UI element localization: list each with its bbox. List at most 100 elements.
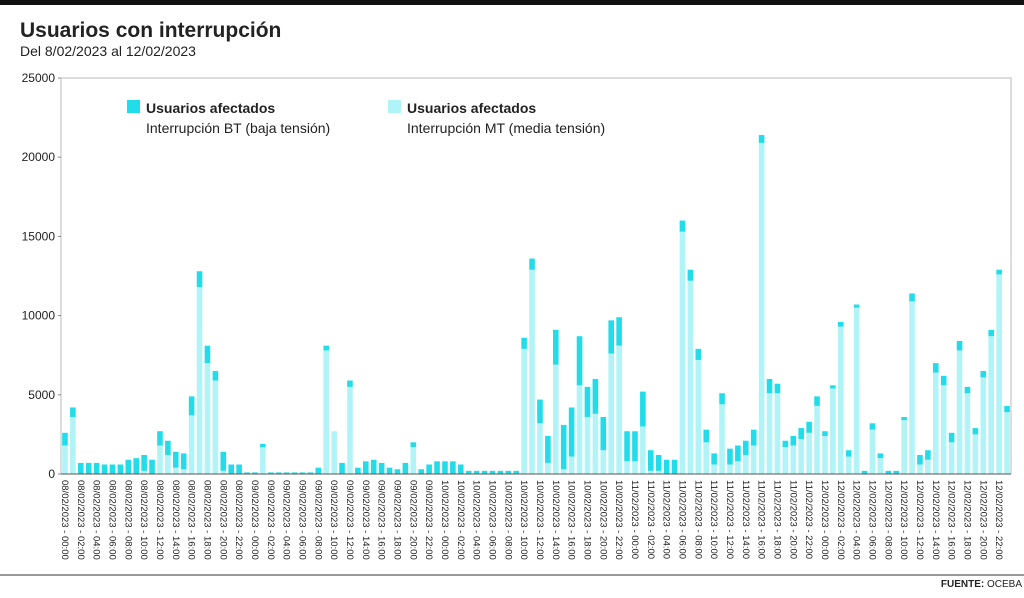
bar-segment: [267, 472, 274, 474]
bar-segment: [925, 459, 931, 474]
top-bar: [0, 0, 1024, 5]
bar-segment: [798, 439, 805, 474]
bar-segment: [236, 464, 242, 474]
x-tick-label: 08/02/2023 - 08:00: [122, 480, 133, 560]
x-tick-label: 09/02/2023 - 00:00: [249, 480, 260, 560]
x-tick-label: 09/02/2023 - 06:00: [296, 480, 307, 560]
x-tick-label: 08/02/2023 - 22:00: [233, 480, 244, 560]
plot-frame: [60, 77, 1012, 475]
bar-segment: [885, 470, 892, 474]
bar-segment: [275, 472, 282, 474]
y-tick-label: 10000: [22, 309, 56, 323]
bar-segment: [592, 378, 599, 414]
source-name: OCEBA: [987, 579, 1022, 590]
x-tick-label: 10/02/2023 - 06:00: [486, 480, 497, 560]
bar-segment: [814, 396, 820, 406]
bar-segment: [964, 386, 971, 394]
bar-segment: [909, 301, 915, 474]
bar-segment: [758, 135, 765, 143]
x-tick-label: 10/02/2023 - 02:00: [455, 480, 466, 560]
bar-segment: [465, 470, 472, 474]
bar-segment: [845, 456, 852, 474]
bar-segment: [410, 442, 417, 448]
x-tick-label: 10/02/2023 - 00:00: [439, 480, 450, 560]
bar-segment: [640, 426, 646, 474]
x-tick-label: 11/02/2023 - 08:00: [692, 480, 703, 559]
x-tick-label: 11/02/2023 - 22:00: [803, 480, 814, 559]
bar-segment: [608, 353, 615, 474]
bar-segment: [394, 469, 401, 474]
bar-segment: [323, 345, 330, 351]
bar-segment: [948, 442, 955, 474]
bar-segment: [545, 435, 551, 463]
bar-segment: [196, 271, 203, 288]
bar-segment: [149, 459, 155, 474]
x-tick-label: 11/02/2023 - 16:00: [756, 480, 767, 559]
bar-segment: [608, 320, 615, 354]
chart-subtitle: Del 8/02/2023 al 12/02/2023: [20, 43, 196, 59]
bar-segment: [735, 461, 741, 474]
bar-segment: [624, 461, 630, 474]
bar-segment: [133, 458, 140, 474]
bar-segment: [727, 464, 733, 474]
bar-segment: [125, 459, 132, 474]
x-tick-label: 11/02/2023 - 00:00: [629, 480, 640, 559]
bar-segment: [592, 413, 599, 474]
x-tick-label: 12/02/2023 - 20:00: [977, 480, 988, 560]
x-tick-label: 12/02/2023 - 00:00: [819, 480, 830, 560]
y-tick-label: 20000: [22, 150, 56, 164]
x-tick-label: 08/02/2023 - 02:00: [75, 480, 86, 560]
bar-segment: [378, 462, 385, 474]
bar-segment: [331, 431, 337, 474]
legend-description: Interrupción BT (baja tensión): [146, 120, 330, 136]
x-tick-label: 10/02/2023 - 12:00: [534, 480, 545, 560]
bar-segment: [782, 440, 789, 448]
bar-segment: [521, 337, 527, 349]
bar-segment: [830, 388, 836, 474]
bar-segment: [188, 396, 195, 416]
bar-segment: [85, 462, 92, 474]
bar-segment: [70, 416, 76, 474]
bar-segment: [806, 432, 812, 474]
legend-name: Usuarios afectados: [146, 100, 275, 116]
bar-segment: [925, 450, 931, 460]
bar-segment: [647, 450, 654, 471]
bar-segment: [552, 364, 559, 474]
bar-segment: [410, 447, 417, 474]
y-tick-label: 5000: [28, 388, 55, 402]
bar-segment: [948, 432, 955, 443]
bar-segment: [663, 459, 670, 474]
bar-segment: [679, 231, 686, 474]
x-tick-label: 08/02/2023 - 20:00: [217, 480, 228, 560]
bar-segment: [576, 336, 583, 386]
bar-segment: [426, 464, 432, 474]
source-label: FUENTE:: [941, 579, 984, 590]
bar-segment: [624, 431, 630, 462]
bar-segment: [972, 434, 979, 474]
bar-segment: [695, 359, 702, 474]
x-tick-label: 11/02/2023 - 04:00: [661, 480, 672, 559]
x-tick-label: 08/02/2023 - 12:00: [154, 480, 165, 560]
bar-segment: [845, 450, 852, 457]
bar-segment: [568, 456, 575, 474]
legend-swatch: [388, 100, 401, 113]
bar-segment: [109, 464, 116, 474]
x-tick-label: 11/02/2023 - 18:00: [771, 480, 782, 559]
bar-segment: [988, 329, 995, 337]
x-tick-label: 09/02/2023 - 20:00: [407, 480, 418, 560]
bar-segment: [165, 440, 171, 455]
x-tick-label: 08/02/2023 - 04:00: [91, 480, 102, 560]
bar-segment: [481, 470, 488, 474]
bar-segment: [521, 348, 527, 474]
x-tick-label: 11/02/2023 - 12:00: [724, 480, 735, 559]
bar-segment: [600, 416, 607, 451]
bar-segment: [299, 472, 306, 474]
x-tick-label: 12/02/2023 - 06:00: [866, 480, 877, 560]
bar-segment: [315, 467, 322, 474]
bar-segment: [307, 472, 314, 474]
bar-segment: [632, 461, 638, 474]
bar-segment: [180, 469, 187, 474]
bar-segment: [782, 447, 789, 474]
bar-segment: [616, 345, 622, 474]
bar-segment: [742, 440, 749, 455]
